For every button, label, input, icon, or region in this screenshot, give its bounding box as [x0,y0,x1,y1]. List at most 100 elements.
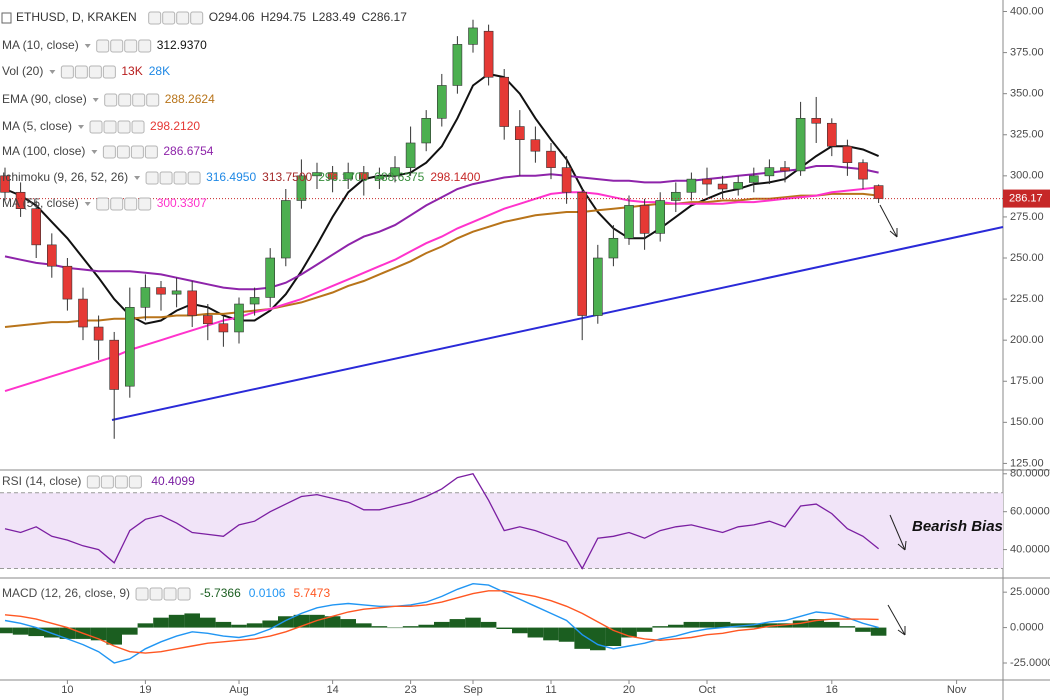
legend-value: 300.3307 [157,196,207,210]
arrow [887,604,906,636]
legend-icon [146,93,160,107]
x-tick-label: 20 [623,684,635,696]
legend-icon [187,171,201,185]
legend-name: EMA (90, close) [2,92,87,106]
legend-value: 298.1400 [430,170,480,184]
legend-value: 298.2120 [150,119,200,133]
candle-body [483,30,494,78]
panel-title: MACD (12, 26, close, 9) [2,586,130,600]
x-tick-label: Nov [947,684,967,696]
candle-body [31,208,42,246]
histogram-bar [434,621,450,628]
legend-icon [86,475,100,489]
histogram-bar [59,627,76,639]
candle-body [795,118,806,172]
histogram-bar [168,614,185,628]
candle-body [296,175,307,201]
rsi-line [4,473,880,570]
candle-body [390,167,400,177]
candle-body [62,265,73,300]
histogram-bar [512,627,528,634]
histogram-bar [590,627,606,651]
legend-icon [131,120,145,134]
legend-icon [104,93,118,107]
legend-icon [100,475,114,489]
histogram-bar [714,621,731,628]
candle-body [0,175,10,193]
candle-body [826,122,837,147]
legend-value: 312.9370 [157,38,207,52]
legend-icon [60,65,74,79]
legend-value: 5.7473 [293,586,330,600]
legend-value: 288.2624 [165,92,215,106]
legend-icon [124,197,138,211]
candle-body [530,139,541,152]
candle-body [546,150,556,168]
ohlc-readout: C286.17 [362,10,408,24]
histogram-bar [761,623,778,628]
candle-body [717,183,728,190]
legend-icon [148,11,162,25]
candle-body [764,167,775,177]
candle-body [436,85,447,119]
histogram-bar [231,624,247,628]
indicator-line [4,165,879,291]
histogram-bar [0,627,13,634]
candle-body [670,191,681,201]
legend-value: 316.4950 [206,170,256,184]
histogram-bar [44,627,60,638]
indicator-line [4,72,879,325]
y-tick-label: 375.00 [1010,46,1044,58]
legend-name: Ichimoku (9, 26, 52, 26) [2,170,128,184]
x-tick-label: Oct [698,684,715,696]
histogram-bar [792,620,809,628]
y-tick-label: 200.00 [1010,334,1044,346]
legend-icon [89,120,103,134]
y-tick-label: 60.0000 [1010,506,1050,518]
histogram-bar [12,627,29,635]
candle-body [873,185,884,199]
legend-value: 296.1700 [318,170,368,184]
candle-body [421,118,432,144]
signal-line [4,590,879,654]
candle-body [171,290,182,295]
histogram-bar [480,621,497,628]
legend-name: MA (55, close) [2,196,79,210]
candle-body [405,142,416,168]
arrow [879,204,898,238]
candle-body [624,205,634,239]
histogram-bar [418,624,434,628]
trend-line [111,226,1004,421]
legend-icon [102,145,116,159]
histogram-bar [449,619,466,628]
candle-body [702,178,712,185]
arrow [889,514,907,551]
candle-body [608,237,619,259]
y-tick-label: 150.00 [1010,416,1044,428]
histogram-bar [246,623,263,628]
legend-icon [128,475,142,489]
histogram-bar [855,627,871,632]
legend-value: 0.0106 [249,586,286,600]
legend-icon [103,120,117,134]
arrow-head [889,228,898,238]
histogram-bar [340,619,356,628]
legend-caret [92,98,99,102]
candle-body [686,178,697,193]
candle-body [499,76,510,127]
legend-name: MA (10, close) [2,38,79,52]
y-tick-label: 80.0000 [1010,468,1050,480]
histogram-bar [839,626,856,628]
candle-body [125,307,135,387]
legend-icon [130,145,144,159]
candle-body [156,287,166,295]
candle-body [811,118,822,124]
legend-caret [84,202,91,206]
legend-value: 286.6754 [163,144,213,158]
candle-body [312,172,322,177]
legend-caret [49,70,56,74]
legend-value: 313.7500 [262,170,312,184]
candle-body [452,44,463,86]
